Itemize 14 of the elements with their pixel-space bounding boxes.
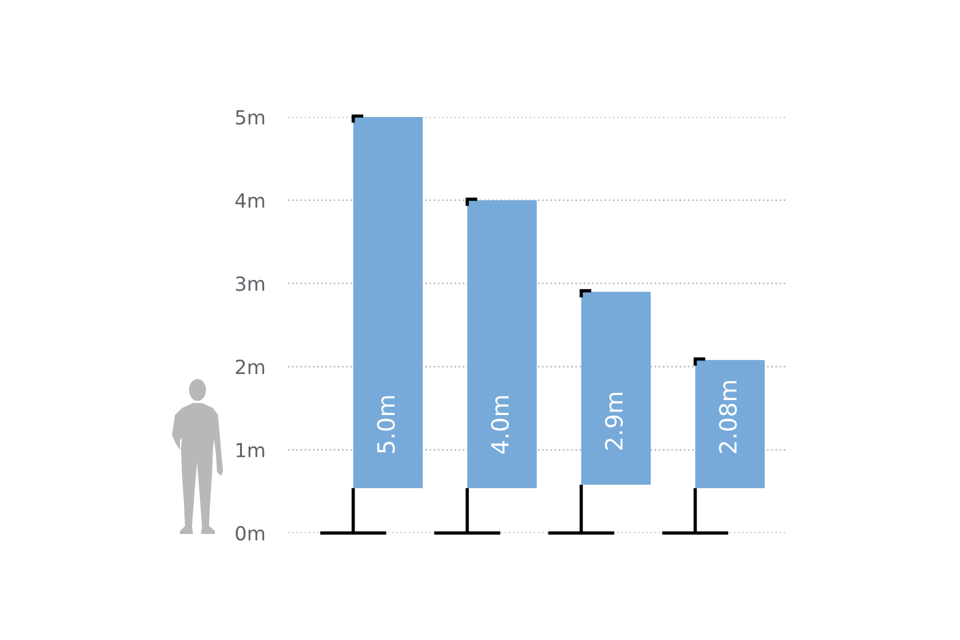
bar (695, 360, 765, 488)
y-tick-label: 1m (236, 443, 264, 458)
y-tick-label: 2m (236, 360, 264, 374)
y-tick-label: 4m (235, 193, 264, 208)
bar (581, 292, 651, 485)
bar (467, 200, 537, 488)
data-label: 2.9m (604, 392, 623, 450)
data-label: 4.0m (490, 396, 509, 454)
data-label: 5.0m (376, 396, 395, 453)
y-tick-label: 0m (236, 526, 264, 541)
y-tick-label: 5m (236, 110, 264, 125)
y-tick-label: 3m (236, 276, 264, 292)
data-label: 2.08m (718, 381, 737, 454)
bar (353, 117, 423, 488)
